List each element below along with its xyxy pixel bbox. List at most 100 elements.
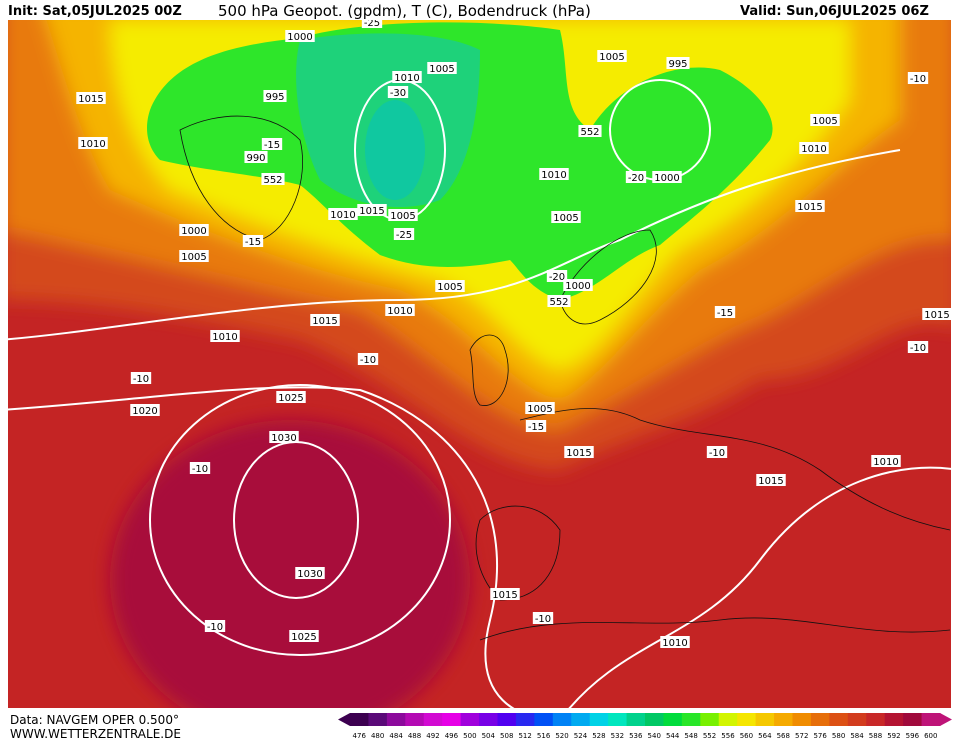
contour-label: -10 bbox=[207, 622, 223, 633]
colorbar-swatch bbox=[774, 713, 793, 726]
colorbar-label: 484 bbox=[389, 732, 403, 740]
label-box bbox=[564, 446, 594, 458]
contour-label: 1015 bbox=[758, 476, 783, 487]
label-box bbox=[907, 341, 929, 353]
colorbar-label: 536 bbox=[629, 732, 643, 740]
contour-labels: 1015 1010 1000 995 990 1010 1005 -30 -15 552 1010 1… bbox=[76, 20, 951, 649]
label-box bbox=[310, 314, 340, 326]
contour-label: -25 bbox=[396, 230, 412, 241]
contour-label: 552 bbox=[549, 297, 568, 308]
label-box bbox=[210, 330, 240, 342]
colorbar-label: 592 bbox=[887, 732, 900, 740]
label-box bbox=[922, 308, 951, 320]
colorbar-swatch bbox=[792, 713, 812, 726]
contour-label: 1010 bbox=[873, 457, 898, 468]
contour-label: 1015 bbox=[924, 310, 949, 321]
label-box bbox=[76, 92, 106, 104]
colorbar-label: 520 bbox=[555, 732, 568, 740]
label-box bbox=[532, 612, 554, 624]
colorbar-label: 588 bbox=[869, 732, 882, 740]
colorbar-label: 504 bbox=[482, 732, 496, 740]
contour-label: -10 bbox=[192, 464, 208, 475]
contour-label: 1030 bbox=[297, 569, 322, 580]
colorbar-label: 500 bbox=[463, 732, 476, 740]
label-box bbox=[525, 420, 547, 432]
colorbar-label: 556 bbox=[721, 732, 735, 740]
colorbar-swatch bbox=[921, 713, 941, 726]
contour-label: 1025 bbox=[278, 393, 303, 404]
colorbar-swatch bbox=[663, 713, 683, 726]
label-box bbox=[289, 630, 319, 642]
contour-label: 1005 bbox=[437, 282, 462, 293]
label-box bbox=[261, 173, 285, 185]
label-box bbox=[328, 208, 358, 220]
label-box bbox=[714, 306, 736, 318]
isobar bbox=[149, 384, 451, 656]
label-box bbox=[652, 171, 682, 183]
label-box bbox=[269, 431, 299, 443]
colorbar-swatch bbox=[386, 713, 406, 726]
label-box bbox=[78, 137, 108, 149]
colorbar-swatch bbox=[700, 713, 720, 726]
label-box bbox=[810, 114, 840, 126]
label-box bbox=[799, 142, 829, 154]
label-box bbox=[357, 353, 379, 365]
label-box bbox=[387, 86, 409, 98]
contour-label: 1000 bbox=[654, 173, 679, 184]
contour-label: 1010 bbox=[387, 306, 412, 317]
colorbar: 476 480 484 488 492 496 500 504 508 512 516 520 524 5… bbox=[338, 713, 952, 740]
isobar bbox=[568, 466, 951, 708]
coast bbox=[479, 617, 951, 641]
contour-label: -15 bbox=[264, 140, 280, 151]
label-box bbox=[625, 171, 647, 183]
colorbar-swatch bbox=[847, 713, 867, 726]
map-title: 500 hPa Geopot. (gpdm), T (C), Bodendruc… bbox=[218, 2, 591, 20]
contour-label: 1030 bbox=[271, 433, 296, 444]
label-box bbox=[795, 200, 825, 212]
colorbar-label: 524 bbox=[574, 732, 588, 740]
cold-center bbox=[365, 100, 425, 200]
colorbar-label: 540 bbox=[648, 732, 661, 740]
contour-label: 1005 bbox=[429, 64, 454, 75]
colorbar-label: 560 bbox=[740, 732, 753, 740]
colorbar-swatch bbox=[755, 713, 775, 726]
colorbar-label: 528 bbox=[592, 732, 605, 740]
coast bbox=[179, 115, 303, 241]
colorbar-end bbox=[940, 713, 952, 726]
colorbar-swatch bbox=[350, 713, 369, 726]
isobar bbox=[8, 149, 901, 341]
colorbar-swatch bbox=[626, 713, 646, 726]
colorbar-label: 576 bbox=[813, 732, 827, 740]
colorbar-label: 552 bbox=[703, 732, 716, 740]
colorbar-swatch bbox=[829, 713, 849, 726]
colorbar-swatch bbox=[737, 713, 757, 726]
colorbar-swatch bbox=[405, 713, 425, 726]
contour-label: -10 bbox=[360, 355, 376, 366]
contour-label: 1000 bbox=[181, 226, 206, 237]
label-box bbox=[357, 204, 387, 216]
colorbar-swatch bbox=[645, 713, 664, 726]
label-box bbox=[427, 62, 457, 74]
label-box bbox=[130, 372, 152, 384]
label-box bbox=[179, 224, 209, 236]
contour-label: 1010 bbox=[330, 210, 355, 221]
colorbar-label: 532 bbox=[611, 732, 624, 740]
label-box bbox=[756, 474, 786, 486]
coast bbox=[559, 229, 657, 325]
label-box bbox=[244, 151, 268, 163]
colorbar-swatch bbox=[903, 713, 923, 726]
contour-label: -20 bbox=[628, 173, 644, 184]
colorbar-label: 572 bbox=[795, 732, 808, 740]
label-box bbox=[907, 72, 929, 84]
colorbar-swatch bbox=[681, 713, 701, 726]
valid-time: Valid: Sun,06JUL2025 06Z bbox=[740, 4, 929, 19]
label-box bbox=[435, 280, 465, 292]
label-box bbox=[393, 228, 415, 240]
contour-label: 1015 bbox=[566, 448, 591, 459]
site-url: WWW.WETTERZENTRALE.DE bbox=[10, 727, 181, 741]
contour-label: 1000 bbox=[565, 281, 590, 292]
colorbar-swatch bbox=[884, 713, 904, 726]
colorbar-label: 600 bbox=[924, 732, 937, 740]
colorbar-label: 548 bbox=[684, 732, 697, 740]
